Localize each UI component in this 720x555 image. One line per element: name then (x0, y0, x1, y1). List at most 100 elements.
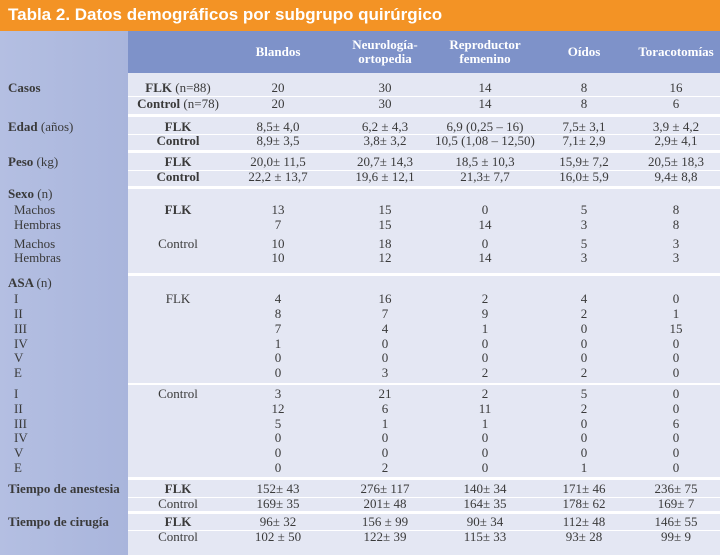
table-cell: 0 (672, 401, 680, 416)
group-label: FLK (165, 120, 192, 134)
table-cell: 96± 32 (259, 514, 297, 529)
row-divider (128, 477, 720, 480)
table-cell: 236± 75 (654, 481, 698, 496)
table-cell: 152± 43 (256, 481, 300, 496)
table-cell: 1 (481, 321, 489, 336)
column-header: Reproductor femenino (449, 37, 521, 66)
table-cell: 8 (672, 202, 680, 217)
table-cell: 0 (672, 430, 680, 445)
table-cell: 13 (271, 202, 285, 217)
table-title-bar: Tabla 2. Datos demográficos por subgrupo… (0, 0, 720, 31)
table-cell: 112± 48 (562, 514, 606, 529)
table-cell: 3 (580, 250, 588, 265)
table-cell: 0 (381, 350, 389, 365)
table-cell: 0 (381, 445, 389, 460)
table-cell: 7 (274, 321, 282, 336)
table-cell: 14 (478, 80, 492, 95)
row-divider (128, 497, 720, 498)
group-name: Control (158, 496, 198, 511)
table-cell: 15 (378, 202, 392, 217)
table-cell: 0 (274, 430, 282, 445)
table-cell: 0 (672, 386, 680, 401)
table-cell: 2 (580, 365, 588, 380)
table-cell: 20 (271, 80, 285, 95)
row-sublabel: Hembras (14, 217, 61, 232)
row-sublabel: E (14, 460, 22, 475)
table-cell: 0 (481, 236, 489, 251)
group-name: FLK (164, 481, 192, 496)
table-cell: 18,5 ± 10,3 (455, 154, 515, 169)
table-cell: 19,6 ± 12,1 (355, 169, 415, 184)
section-name: Tiempo de cirugía (8, 514, 109, 529)
table-cell: 6 (672, 96, 680, 111)
group-name: Control (158, 529, 198, 544)
row-divider (128, 114, 720, 117)
table-cell: 140± 34 (463, 481, 507, 496)
table-cell: 3,8± 3,2 (363, 133, 407, 148)
group-name: Control (158, 236, 198, 251)
table-cell: 0 (580, 416, 588, 431)
group-count: (n=88) (175, 80, 211, 95)
section-unit: (n) (37, 186, 53, 201)
section-name: Tiempo de anestesia (8, 481, 120, 496)
section-label: ASA (n) (8, 276, 52, 290)
table-cell: 20,5± 18,3 (648, 154, 704, 169)
table-cell: 0 (580, 430, 588, 445)
table-cell: 14 (478, 250, 492, 265)
group-label: Control (158, 387, 198, 401)
group-label: Control (156, 170, 199, 184)
row-sublabel: II (14, 401, 23, 416)
row-sublabel: Machos (14, 202, 56, 217)
table-cell: 4 (381, 321, 389, 336)
table-title: Tabla 2. Datos demográficos por subgrupo… (8, 5, 443, 24)
table-cell: 18 (378, 236, 392, 251)
table-cell: 2 (580, 306, 588, 321)
row-divider (128, 96, 720, 97)
row-sublabel: V (14, 445, 24, 460)
group-name: FLK (164, 119, 192, 134)
group-name: FLK (164, 154, 192, 169)
table-cell: 5 (274, 416, 282, 431)
table-cell: 0 (672, 291, 680, 306)
table-cell: 169± 7 (657, 496, 695, 511)
group-name: FLK (145, 80, 172, 95)
table-cell: 276± 117 (360, 481, 410, 496)
group-name: Control (156, 169, 200, 184)
table-cell: 8,9± 3,5 (256, 133, 300, 148)
table-cell: 2 (481, 365, 489, 380)
table-cell: 1 (672, 306, 680, 321)
group-label: FLK (165, 482, 192, 496)
table-cell: 30 (378, 80, 392, 95)
table-cell: 0 (274, 460, 282, 475)
section-unit: (n) (36, 275, 52, 290)
table-cell: 11 (478, 401, 492, 416)
table-cell: 4 (580, 291, 588, 306)
table-cell: 16 (669, 80, 683, 95)
column-header: Toracotomías (638, 44, 714, 59)
table-cell: 0 (274, 350, 282, 365)
table-cell: 0 (580, 350, 588, 365)
table-cell: 102 ± 50 (254, 529, 302, 544)
table-cell: 30 (378, 96, 392, 111)
section-name: Edad (8, 119, 38, 134)
table-cell: 12 (271, 401, 285, 416)
table-cell: 8,5± 4,0 (256, 119, 300, 134)
table-cell: 90± 34 (466, 514, 504, 529)
row-sublabel: E (14, 365, 22, 380)
table-cell: 7,5± 3,1 (562, 119, 606, 134)
table-cell: 0 (672, 350, 680, 365)
table-cell: 3 (580, 217, 588, 232)
table-cell: 10 (271, 236, 285, 251)
table-cell: 0 (580, 321, 588, 336)
table-cell: 0 (381, 430, 389, 445)
group-label: Control (156, 134, 199, 148)
group-name: FLK (164, 514, 192, 529)
table-cell: 146± 55 (654, 514, 698, 529)
row-sublabel: V (14, 350, 24, 365)
row-sublabel: III (14, 321, 27, 336)
table-cell: 5 (580, 236, 588, 251)
table-cell: 7 (381, 306, 389, 321)
table-cell: 10,5 (1,08 – 12,50) (435, 133, 535, 148)
table-cell: 0 (481, 350, 489, 365)
row-divider (128, 134, 720, 135)
